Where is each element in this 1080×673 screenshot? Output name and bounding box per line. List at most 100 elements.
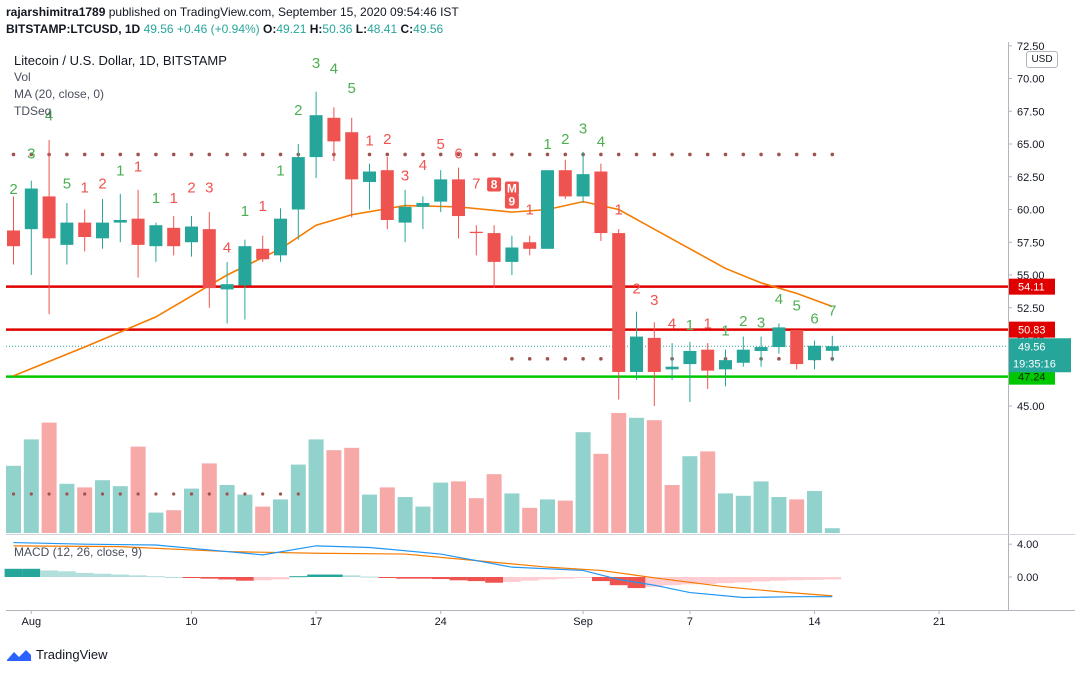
resistance-dot [741,152,746,157]
footer-brand-label: TradingView [36,647,108,662]
macd-line [13,541,833,599]
open-label: O: [263,22,277,36]
volume-bar [664,485,680,533]
currency-badge[interactable]: USD [1026,51,1058,68]
volume-bar [575,432,591,533]
tdseq-legend[interactable]: TDSeq [14,104,52,118]
symbol-label: BITSTAMP:LTCUSD, 1D [6,22,141,36]
td-count-label: 1 [721,322,729,339]
candle-body [24,188,38,230]
macd-histogram-bar [342,575,361,577]
candle-body [60,222,74,245]
candle-body [523,242,537,249]
td-count-label: 2 [187,179,195,196]
macd-histogram-bar [823,577,842,580]
publisher-user[interactable]: rajarshimitra1789 [6,5,106,19]
volume-bar [486,474,502,533]
volume-dot [172,492,176,496]
resistance-dot [171,152,176,157]
macd-histogram-bar [22,568,41,577]
candle-body [790,330,804,365]
resistance-dot [510,152,514,157]
x-tick-label: Sep [573,616,593,628]
macd-histogram-bar [556,577,575,579]
volume-bar [415,506,431,533]
resistance-dot [82,152,87,157]
td-count-label: 2 [98,176,106,193]
volume-bar [451,481,466,533]
chart-title: Litecoin / U.S. Dollar, 1D, BITSTAMP [14,53,227,68]
x-tick-label: 24 [435,616,447,628]
candle-body [309,115,323,158]
y-tick-label: 52.50 [1017,303,1045,315]
candle-body [380,170,394,220]
volume-bar [629,417,644,533]
macd-legend[interactable]: MACD (12, 26, close, 9) [14,545,143,559]
macd-histogram-bar [4,568,23,577]
td-count-label: 3 [650,292,658,309]
candle-body [202,229,216,289]
candle-body [274,218,287,256]
volume-dot [243,492,247,496]
resistance-dot [830,152,835,157]
resistance-dot [759,152,763,157]
macd-histogram-bar [93,573,112,577]
candle-body [825,346,839,351]
volume-bar [148,512,164,533]
resistance-dot [243,152,247,157]
volume-bar [379,487,395,533]
resistance-dot [777,152,781,157]
td-count-label: 3 [27,145,35,162]
td-count-label: 1 [615,202,623,219]
ohlc-line: BITSTAMP:LTCUSD, 1D 49.56 +0.46 (+0.94%)… [6,22,443,36]
macd-histogram-bar [164,577,183,578]
volume-bar [682,456,698,533]
macd-histogram-bar [752,577,770,582]
candle-body [96,222,109,239]
y-tick-label: 70.00 [1017,74,1045,86]
volume-dot [154,492,158,496]
candle-body [256,248,270,260]
footer-brand[interactable]: TradingView [6,647,108,662]
td-count-label: 2 [561,131,569,148]
td-count-label: 1 [241,203,249,220]
volume-bar [237,494,253,533]
volume-bar [433,482,449,533]
volume-dot [296,492,300,496]
resistance-dot [385,152,390,157]
volume-bar [700,451,716,533]
volume-dot [29,492,33,496]
support-dot [545,357,550,361]
candle-body [558,170,572,197]
macd-histogram-bar [770,577,788,581]
macd-signal-line [13,545,833,597]
macd-histogram-bar [147,576,165,578]
candle-body [541,170,554,249]
x-tick-label: 17 [310,616,322,628]
macd-histogram-bar [681,577,699,585]
td-count-label: 4 [419,157,427,174]
tradingview-logo-icon [7,649,31,661]
level-label: 47.24 [1018,372,1046,384]
td-count-label: 1 [116,162,124,179]
price-change: +0.46 (+0.94%) [176,22,260,36]
volume-bar [166,510,182,533]
volume-bar [59,483,75,533]
ma-legend[interactable]: MA (20, close, 0) [14,87,105,101]
candle-body [7,230,20,247]
resistance-dot [154,152,158,157]
macd-histogram-bar [449,577,468,581]
candle-body [434,179,448,202]
volume-bar [290,464,306,533]
volume-legend[interactable]: Vol [14,70,31,84]
macd-histogram-bar [805,577,824,580]
candle-body [505,247,519,262]
x-tick-label: 14 [808,616,820,628]
level-badge [1009,368,1055,385]
volume-dot [118,492,122,496]
td-count-label: 1 [704,316,712,333]
macd-histogram-bar [538,577,557,580]
td-count-label: 3 [757,314,765,331]
td-count-label: 5 [348,80,356,97]
